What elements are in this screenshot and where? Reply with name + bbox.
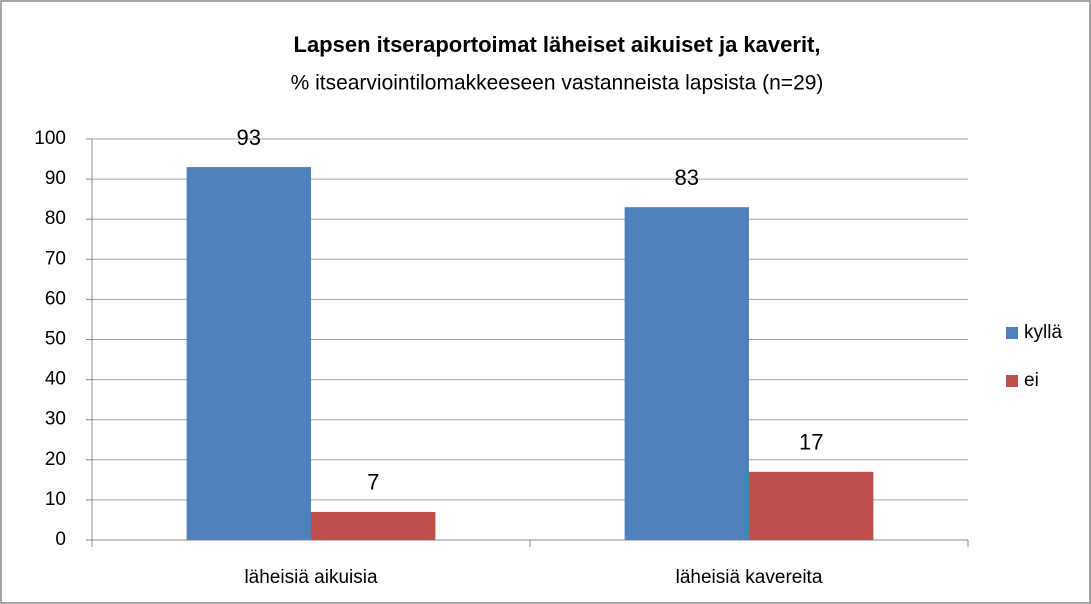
y-tick-label: 10 (45, 489, 66, 510)
y-tick-label: 40 (45, 369, 66, 390)
y-tick-label: 100 (34, 128, 66, 149)
x-tick-label: läheisiä kavereita (676, 567, 823, 588)
legend-swatch (1006, 375, 1018, 387)
y-tick-label: 70 (45, 248, 66, 269)
y-tick-label: 50 (45, 329, 66, 350)
y-tick-label: 0 (55, 529, 66, 550)
data-label: 93 (237, 125, 261, 150)
chart-subtitle: % itsearviointilomakkeeseen vastanneista… (291, 72, 824, 95)
chart-title: Lapsen itseraportoimat läheiset aikuiset… (294, 32, 821, 57)
bar (311, 511, 436, 540)
y-tick-label: 80 (45, 208, 66, 229)
data-label: 17 (799, 430, 823, 455)
y-tick-label: 30 (45, 409, 66, 430)
bar (186, 167, 311, 540)
y-tick-label: 90 (45, 168, 66, 189)
data-label: 83 (675, 165, 699, 190)
legend-label: ei (1024, 370, 1039, 391)
legend-swatch (1006, 327, 1018, 339)
bar (749, 471, 874, 540)
bar (624, 207, 749, 541)
data-label: 7 (367, 470, 379, 495)
legend-label: kyllä (1024, 322, 1062, 343)
y-tick-label: 20 (45, 449, 66, 470)
x-tick-label: läheisiä aikuisia (244, 567, 378, 588)
y-tick-label: 60 (45, 288, 66, 309)
